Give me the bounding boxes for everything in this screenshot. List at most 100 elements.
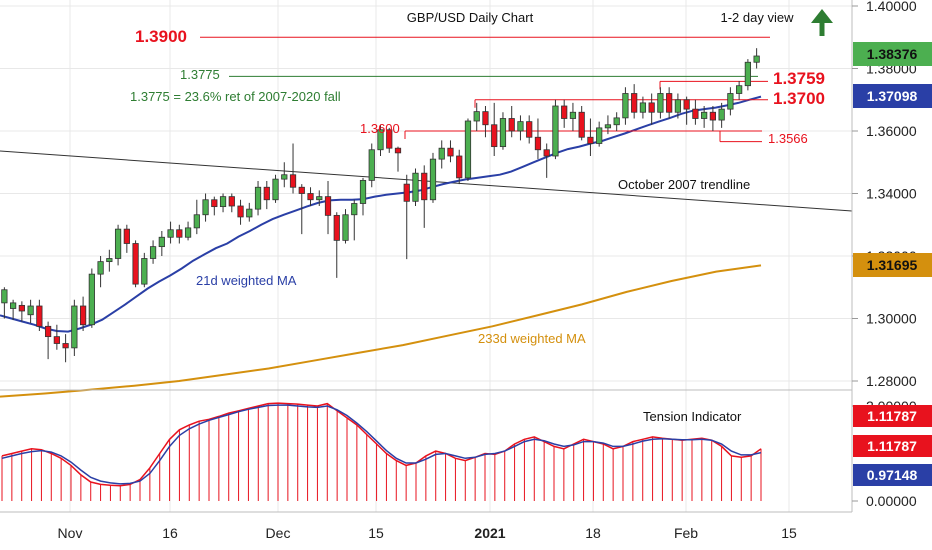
candle — [561, 99, 568, 128]
candle — [36, 299, 43, 331]
candle — [578, 106, 585, 141]
x-tick-label: 16 — [162, 525, 178, 541]
level-label-1-3566: 1.3566 — [768, 131, 808, 146]
time-axis: Nov 16 Dec 15 2021 18 Feb 15 — [58, 525, 797, 541]
candle — [631, 84, 638, 119]
candle — [552, 99, 559, 160]
candle — [149, 240, 157, 264]
candle — [491, 102, 498, 156]
candle — [193, 199, 200, 235]
candle — [307, 187, 314, 206]
candle — [674, 93, 682, 119]
candle — [351, 199, 358, 241]
chart-title: GBP/USD Daily Chart — [407, 10, 534, 25]
candle — [176, 224, 183, 244]
candle — [246, 202, 253, 222]
tension-line — [1, 402, 762, 487]
candle — [386, 127, 393, 153]
tension-tag-2: 1.11787 — [853, 435, 932, 457]
price-tag-wma233: 1.31695 — [853, 253, 932, 277]
candle — [298, 184, 305, 235]
candle — [18, 301, 25, 322]
candle — [316, 190, 323, 206]
candle — [254, 181, 262, 216]
x-tick-label: Nov — [58, 525, 83, 541]
candle — [132, 240, 139, 288]
candle — [429, 152, 437, 203]
svg-text:0.97148: 0.97148 — [867, 467, 918, 483]
candle — [106, 249, 113, 272]
osc-tick-label: 0.00000 — [866, 493, 917, 509]
candle — [263, 181, 270, 210]
candle — [421, 165, 428, 228]
candle — [184, 221, 192, 241]
tension-tag-1: 1.11787 — [853, 405, 932, 427]
candle — [517, 115, 524, 141]
candle — [596, 121, 603, 147]
candle — [219, 193, 227, 213]
y-tick-label: 1.36000 — [866, 123, 917, 139]
wma21-label: 21d weighted MA — [196, 273, 297, 288]
candle — [228, 193, 235, 213]
candle — [202, 193, 209, 222]
tension-signal-line — [1, 404, 762, 485]
candle — [368, 143, 375, 188]
candle — [473, 102, 480, 131]
level-label-1-3775: 1.3775 — [180, 67, 220, 82]
candle — [1, 287, 8, 319]
candle — [44, 321, 52, 360]
x-tick-label: 2021 — [474, 525, 505, 541]
candle — [79, 296, 87, 331]
candle — [281, 162, 288, 188]
candle — [482, 106, 489, 138]
candle — [499, 112, 507, 150]
candle — [272, 174, 279, 203]
candle — [359, 177, 367, 216]
level-label-1-3700: 1.3700 — [773, 89, 825, 108]
level-label-1-3759: 1.3759 — [773, 69, 825, 88]
candle — [543, 143, 550, 178]
candle — [71, 299, 78, 356]
candle — [412, 168, 419, 206]
candle — [701, 106, 708, 128]
candle — [394, 146, 402, 172]
candle — [657, 87, 664, 119]
candle — [587, 118, 594, 156]
wma233-label: 233d weighted MA — [478, 331, 586, 346]
candle — [736, 81, 743, 100]
candle — [88, 268, 95, 328]
candle — [709, 106, 717, 131]
level-label-1-3900: 1.3900 — [135, 27, 187, 46]
candle — [666, 87, 673, 119]
candle — [211, 196, 218, 216]
candle — [123, 224, 130, 253]
svg-text:1.37098: 1.37098 — [867, 88, 918, 104]
price-tag-wma21: 1.37098 — [853, 84, 932, 108]
candle — [27, 299, 34, 324]
price-tag-last: 1.38376 — [853, 42, 932, 66]
candle — [158, 231, 165, 256]
candle — [604, 115, 612, 135]
grid — [0, 0, 852, 512]
candle — [464, 118, 472, 181]
view-label: 1-2 day view — [721, 10, 795, 25]
candle — [237, 199, 244, 225]
x-tick-label: 15 — [368, 525, 384, 541]
candle — [648, 93, 655, 125]
candle — [324, 181, 332, 235]
candle — [141, 252, 148, 288]
candle — [456, 149, 463, 185]
svg-text:1.11787: 1.11787 — [867, 438, 917, 454]
candle — [289, 143, 297, 194]
x-tick-label: Feb — [674, 525, 698, 541]
candle — [97, 256, 104, 288]
svg-text:1.11787: 1.11787 — [867, 408, 917, 424]
candle — [10, 299, 17, 321]
level-label-1-3600: 1.3600 — [360, 121, 400, 136]
wma233-line — [0, 264, 762, 398]
candle — [683, 96, 690, 125]
candle — [613, 112, 620, 131]
candle — [569, 102, 577, 131]
candle — [692, 99, 699, 125]
